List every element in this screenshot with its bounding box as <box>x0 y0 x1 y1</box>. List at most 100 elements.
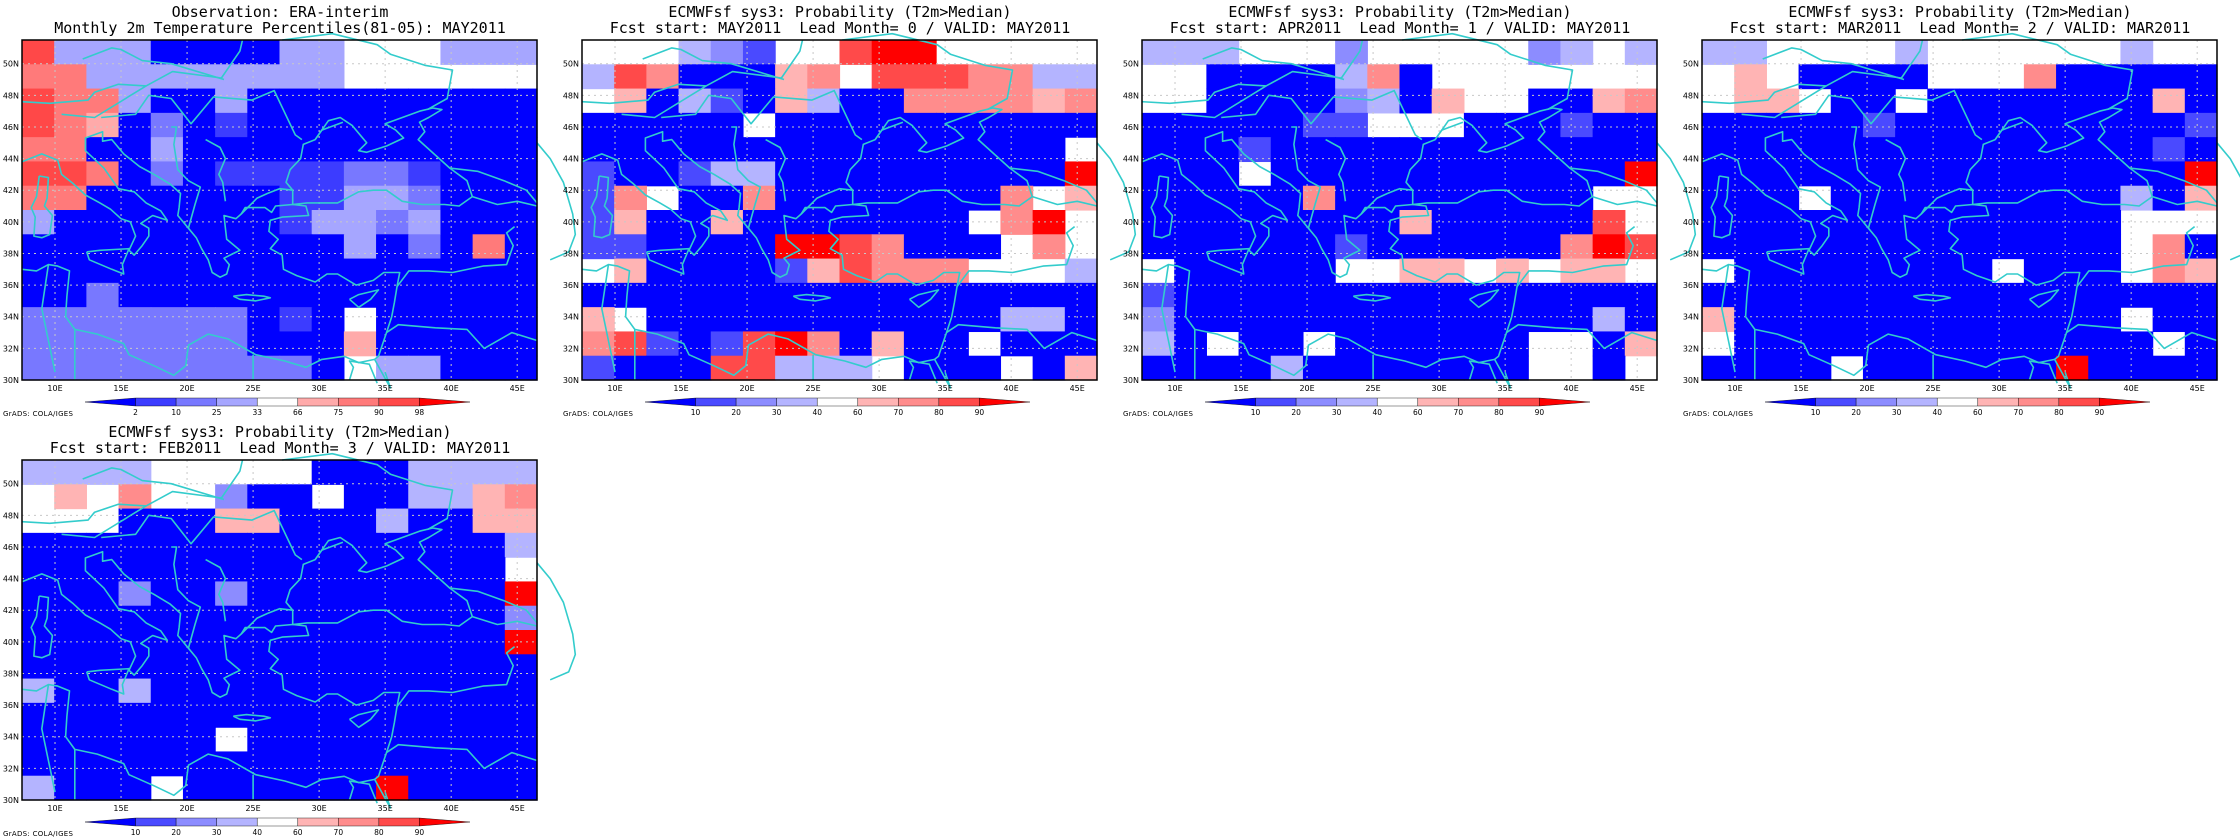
grid-cell <box>376 210 409 235</box>
grid-cell <box>343 581 377 607</box>
grid-cell <box>311 137 345 163</box>
grid-cell <box>936 355 969 381</box>
grid-cell <box>472 355 506 381</box>
grid-cell <box>472 581 506 607</box>
grid-cell <box>2152 112 2186 138</box>
grid-cell <box>1463 234 1497 260</box>
grid-cell <box>182 40 216 65</box>
coastline <box>2053 359 2072 389</box>
grid-cell <box>22 727 55 753</box>
grads-credit: GrADS: COLA/IGES <box>563 410 634 418</box>
grid-cell <box>408 282 442 308</box>
grid-cell <box>408 137 442 163</box>
grid-cell <box>279 161 313 187</box>
grid-cell <box>1959 307 1993 333</box>
grid-cell <box>1702 282 1735 308</box>
grid-cell <box>1991 234 2025 260</box>
legend-swatch <box>84 397 136 407</box>
grid-cell <box>1431 234 1465 260</box>
panel-title: ECMWFsf sys3: Probability (T2m>Median) <box>1228 3 1572 21</box>
grid-cell <box>614 234 647 260</box>
grid-cell <box>1734 185 1767 211</box>
coastline <box>472 195 538 207</box>
legend-swatch <box>257 817 298 827</box>
grid-cell <box>22 185 55 211</box>
grid-cell <box>472 137 506 163</box>
grid-cell <box>1335 40 1368 65</box>
grid-cell <box>903 258 937 284</box>
latitude-label: 40N <box>563 218 579 227</box>
grid-cell <box>1367 161 1401 187</box>
legend-label: 70 <box>894 408 904 417</box>
color-legend: 10 20 30 40 60 70 80 90 <box>644 397 1031 417</box>
grid-cell <box>1335 210 1368 235</box>
grid-cell <box>2023 88 2057 114</box>
grid-cell <box>2184 307 2218 333</box>
grid-cell <box>775 307 808 333</box>
grid-cell <box>472 460 506 485</box>
grid-cell <box>54 751 87 777</box>
grid-cell <box>440 88 474 114</box>
grid-cell <box>1367 234 1401 260</box>
grid-cell <box>1862 355 1896 381</box>
legend-label: 30 <box>1892 408 1902 417</box>
grid-cell <box>118 137 152 163</box>
grid-cell <box>86 234 120 260</box>
grid-cell <box>1142 355 1175 381</box>
legend-swatch <box>1458 397 1500 407</box>
grid-cell <box>247 678 281 704</box>
grid-cell <box>614 137 647 163</box>
grid-cell <box>22 775 55 801</box>
coastline <box>1920 187 1973 215</box>
grid-cell <box>215 355 248 381</box>
grid-cell <box>54 775 87 801</box>
grid-cell <box>2023 185 2057 211</box>
coastline <box>2066 323 2218 350</box>
grid-cell <box>839 355 873 381</box>
grid-cell <box>247 258 281 284</box>
grid-cell <box>582 185 615 211</box>
grid-cell <box>1959 161 1993 187</box>
grid-cell <box>376 678 409 704</box>
grid-cell <box>311 258 345 284</box>
legend-swatch <box>378 817 420 827</box>
grads-credit: GrADS: COLA/IGES <box>1683 410 1754 418</box>
coastline <box>472 615 538 627</box>
grid-cell <box>472 654 506 680</box>
latitude-label: 38N <box>1123 249 1139 258</box>
grid-cell <box>279 331 313 357</box>
grid-cell <box>22 282 55 308</box>
grid-cell <box>1560 210 1594 235</box>
grid-cell <box>1830 234 1864 260</box>
coastline <box>946 323 1098 350</box>
grid-cell <box>247 532 281 558</box>
grid-cell <box>1238 210 1272 235</box>
grid-cell <box>1206 40 1240 65</box>
grid-cell <box>1399 234 1433 260</box>
grid-cell <box>22 630 55 655</box>
latitude-label: 50N <box>563 60 579 69</box>
grid-cell <box>1702 112 1735 138</box>
coastline <box>1721 264 1736 373</box>
grid-cell <box>1032 234 1066 260</box>
grid-cell <box>1431 307 1465 333</box>
grid-cell <box>1463 112 1497 138</box>
grid-cell <box>2088 234 2122 260</box>
grid-cell <box>1592 234 1626 260</box>
grid-cell <box>903 112 937 138</box>
grid-cell <box>1174 137 1207 163</box>
grid-cell <box>1463 282 1497 308</box>
grid-cell <box>343 630 377 655</box>
grid-cell <box>1959 282 1993 308</box>
grid-cell <box>1862 331 1896 357</box>
panel-title: Observation: ERA-interim <box>171 3 389 21</box>
longitude-label: 40E <box>2124 384 2139 393</box>
grid-cell <box>408 532 442 558</box>
grid-cell <box>311 161 345 187</box>
longitude-label: 40E <box>1564 384 1579 393</box>
grid-cell <box>1496 282 1529 308</box>
grid-cell <box>54 654 87 680</box>
coastline <box>1352 293 1392 302</box>
grid-cell <box>2056 234 2089 260</box>
grid-cell <box>1895 307 1928 333</box>
